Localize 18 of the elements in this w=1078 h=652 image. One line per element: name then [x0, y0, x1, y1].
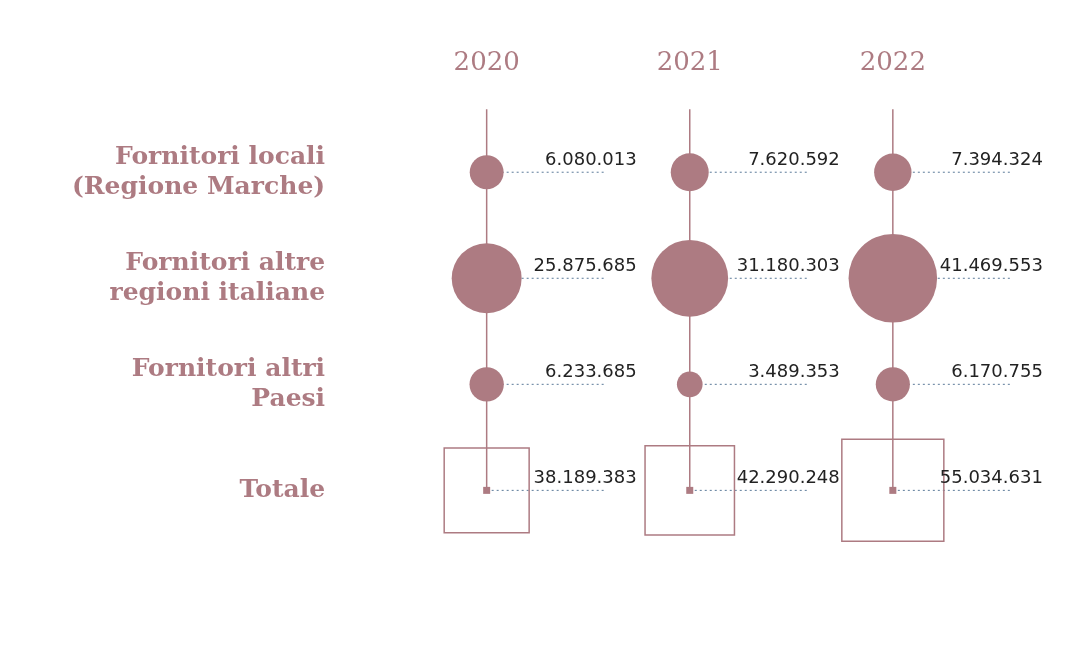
data-label: 25.875.685	[533, 253, 637, 275]
data-label: 6.233.685	[545, 359, 637, 381]
data-label: 3.489.353	[748, 359, 840, 381]
category-label: 2022	[859, 46, 926, 77]
data-label: 6.080.013	[545, 147, 637, 169]
data-label: 6.170.755	[951, 359, 1043, 381]
category-label: 2020	[453, 46, 520, 77]
data-label: 7.620.592	[748, 147, 840, 169]
legend-label: Fornitori altri Paesi	[131, 352, 326, 412]
category-label: 2021	[656, 46, 723, 77]
data-label: 41.469.553	[939, 253, 1043, 275]
data-label: 7.394.324	[951, 147, 1043, 169]
data-label: 38.189.383	[533, 466, 637, 488]
data-label: 31.180.303	[736, 253, 840, 275]
legend-label: Fornitori altre regioni italiane	[109, 246, 326, 306]
data-label: 42.290.248	[736, 466, 840, 488]
legend-label: Fornitori locali (Regione Marche)	[72, 140, 326, 200]
legend-label: Totale	[239, 473, 326, 503]
